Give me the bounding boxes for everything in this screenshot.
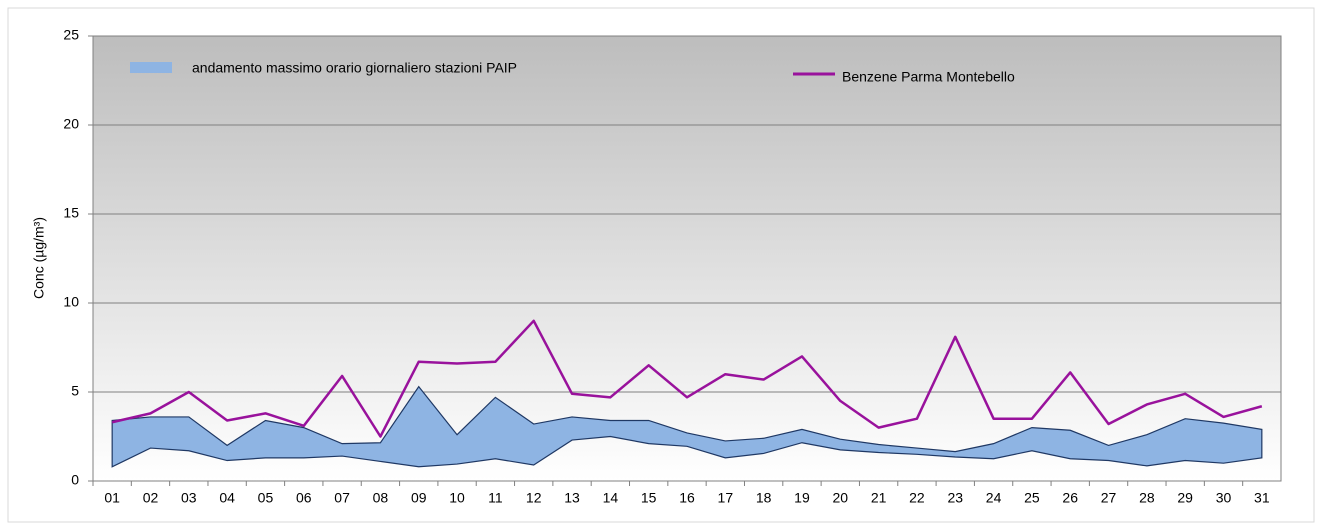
x-tick-label: 27 (1101, 490, 1117, 506)
x-tick-label: 17 (718, 490, 734, 506)
x-tick-label: 06 (296, 490, 312, 506)
x-tick-label: 07 (334, 490, 350, 506)
x-tick-label: 12 (526, 490, 542, 506)
x-tick-label: 01 (104, 490, 120, 506)
x-tick-label: 16 (679, 490, 695, 506)
y-tick-label: 25 (63, 27, 79, 43)
y-tick-label: 10 (63, 294, 79, 310)
x-tick-label: 04 (219, 490, 235, 506)
legend-label: Benzene Parma Montebello (842, 69, 1015, 85)
x-tick-label: 05 (258, 490, 274, 506)
y-axis-label: Conc (µg/m³) (31, 217, 47, 299)
x-tick-label: 18 (756, 490, 772, 506)
x-tick-label: 03 (181, 490, 197, 506)
x-tick-label: 23 (947, 490, 963, 506)
x-tick-label: 24 (986, 490, 1002, 506)
band-area (111, 385, 1263, 468)
x-tick-label: 21 (871, 490, 887, 506)
x-tick-label: 29 (1177, 490, 1193, 506)
y-tick-label: 15 (63, 205, 79, 221)
x-tick-label: 02 (143, 490, 159, 506)
legend-label: andamento massimo orario giornaliero sta… (192, 60, 517, 76)
y-tick-label: 0 (71, 472, 79, 488)
x-tick-label: 19 (794, 490, 810, 506)
y-tick-label: 20 (63, 116, 79, 132)
line-series (111, 319, 1263, 438)
plot-area (92, 35, 1282, 482)
x-tick-label: 14 (603, 490, 619, 506)
legend-swatch (130, 62, 172, 73)
x-tick-label: 15 (641, 490, 657, 506)
x-tick-label: 28 (1139, 490, 1155, 506)
x-tick-label: 08 (373, 490, 389, 506)
x-tick-label: 30 (1216, 490, 1232, 506)
x-tick-label: 31 (1254, 490, 1270, 506)
x-tick-label: 20 (833, 490, 849, 506)
x-tick-label: 22 (909, 490, 925, 506)
x-tick-label: 26 (1062, 490, 1078, 506)
x-tick-label: 09 (411, 490, 427, 506)
x-tick-label: 25 (1024, 490, 1040, 506)
x-tick-label: 13 (564, 490, 580, 506)
x-tick-label: 10 (449, 490, 465, 506)
y-tick-label: 5 (71, 383, 79, 399)
x-tick-label: 11 (488, 490, 503, 506)
